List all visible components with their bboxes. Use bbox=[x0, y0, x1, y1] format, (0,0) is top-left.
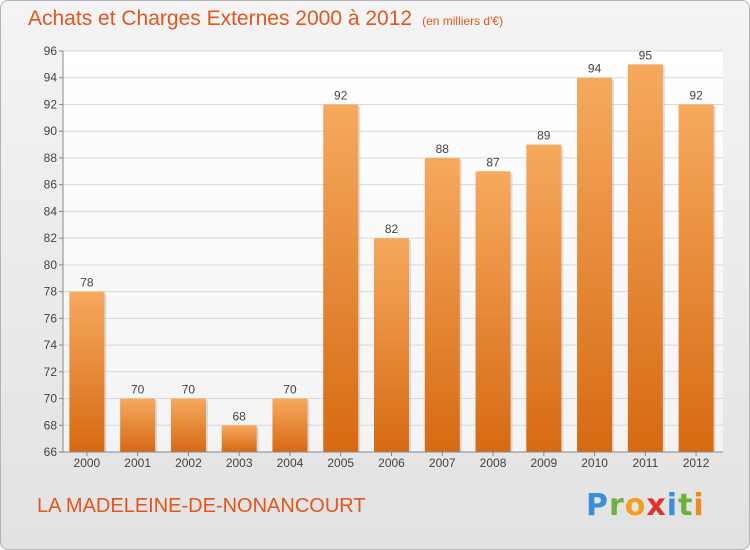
data-label: 70 bbox=[283, 383, 297, 397]
bar-2003 bbox=[221, 425, 257, 452]
chart-title-text: Achats et Charges Externes 2000 à 2012 bbox=[28, 7, 413, 30]
proxiti-logo[interactable]: Proxiti bbox=[586, 488, 705, 523]
x-tick-label: 2011 bbox=[632, 456, 658, 470]
y-tick-label: 94 bbox=[44, 71, 58, 85]
y-tick-label: 86 bbox=[44, 178, 58, 192]
bar-2004 bbox=[272, 398, 308, 452]
y-tick-label: 76 bbox=[44, 311, 58, 325]
x-tick-label: 2009 bbox=[530, 456, 557, 470]
data-label: 70 bbox=[182, 383, 196, 397]
y-tick-label: 68 bbox=[44, 418, 58, 432]
bars-group: 78 70 70 68 70 92 82 88 87 89 94 95 92 bbox=[69, 48, 716, 453]
data-label: 68 bbox=[233, 409, 247, 423]
data-label: 70 bbox=[131, 383, 145, 397]
y-tick-label: 66 bbox=[44, 445, 58, 459]
y-tick-label: 90 bbox=[44, 124, 58, 138]
bar-2009 bbox=[526, 144, 562, 453]
x-tick-label: 2000 bbox=[74, 456, 101, 470]
bar-2011 bbox=[627, 64, 663, 452]
y-tick-label: 70 bbox=[44, 392, 58, 406]
x-tick-label: 2001 bbox=[124, 456, 151, 470]
y-tick-label: 96 bbox=[44, 44, 58, 58]
bar-2002 bbox=[170, 398, 206, 452]
y-tick-label: 92 bbox=[44, 97, 58, 111]
y-tick-label: 78 bbox=[44, 285, 58, 299]
data-label: 92 bbox=[334, 88, 348, 102]
data-label: 92 bbox=[689, 88, 703, 102]
axes-group: 66 68 70 72 74 76 78 80 82 84 86 88 90 92 94 96 2000 2001… bbox=[44, 44, 723, 470]
data-label: 88 bbox=[436, 142, 450, 156]
bar-2012 bbox=[678, 104, 714, 452]
bar-2001 bbox=[120, 398, 156, 452]
x-tick-label: 2002 bbox=[175, 456, 202, 470]
data-label: 78 bbox=[80, 276, 94, 290]
bar-2005 bbox=[323, 104, 359, 452]
x-tick-label: 2012 bbox=[683, 456, 710, 470]
bar-2000 bbox=[69, 291, 105, 452]
y-tick-label: 72 bbox=[44, 365, 58, 379]
x-tick-label: 2003 bbox=[226, 456, 253, 470]
y-tick-label: 80 bbox=[44, 258, 58, 272]
y-tick-label: 82 bbox=[44, 231, 58, 245]
data-label: 82 bbox=[385, 222, 399, 236]
y-tick-label: 74 bbox=[44, 338, 58, 352]
x-tick-label: 2006 bbox=[378, 456, 405, 470]
x-tick-label: 2005 bbox=[327, 456, 354, 470]
data-label: 95 bbox=[639, 48, 653, 62]
y-tick-label: 84 bbox=[44, 204, 58, 218]
bar-2008 bbox=[475, 171, 511, 453]
data-label: 94 bbox=[588, 62, 602, 76]
x-tick-label: 2008 bbox=[480, 456, 507, 470]
x-tick-label: 2010 bbox=[581, 456, 608, 470]
bar-chart: 78 70 70 68 70 92 82 88 87 89 94 95 92 66 68 70 72 74 76 7… bbox=[44, 44, 723, 470]
commune-name: LA MADELEINE-DE-NONANCOURT bbox=[37, 495, 366, 517]
data-label: 87 bbox=[486, 155, 500, 169]
chart-title: Achats et Charges Externes 2000 à 2012 (e… bbox=[28, 7, 503, 31]
bar-2006 bbox=[374, 238, 409, 452]
bar-2010 bbox=[577, 77, 613, 452]
x-tick-label: 2004 bbox=[277, 456, 304, 470]
x-tick-label: 2007 bbox=[429, 456, 456, 470]
y-tick-label: 88 bbox=[44, 151, 58, 165]
bar-2007 bbox=[424, 157, 460, 452]
chart-unit: (en milliers d'€) bbox=[422, 14, 504, 28]
data-label: 89 bbox=[537, 129, 551, 143]
